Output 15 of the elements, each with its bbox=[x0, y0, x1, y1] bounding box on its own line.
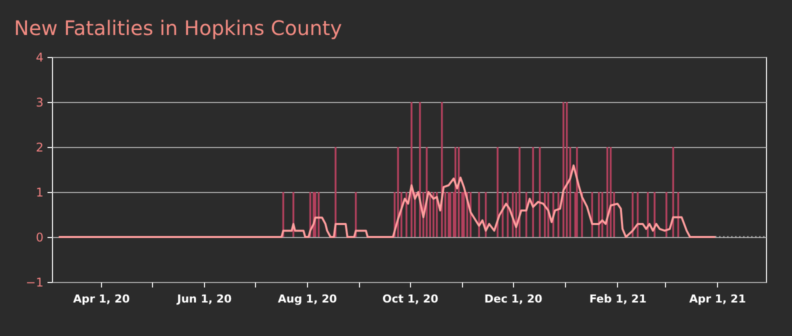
y-tick-label: 1 bbox=[36, 186, 44, 200]
chart-title: New Fatalities in Hopkins County bbox=[14, 16, 342, 40]
y-tick-label: 3 bbox=[36, 96, 44, 110]
x-tick-label: Aug 1, 20 bbox=[278, 292, 338, 306]
x-tick-label: Jun 1, 20 bbox=[176, 292, 232, 306]
x-tick-label: Oct 1, 20 bbox=[382, 292, 439, 306]
y-tick-label: 4 bbox=[36, 50, 44, 64]
y-tick-label: 0 bbox=[36, 230, 44, 244]
x-tick-label: Apr 1, 20 bbox=[73, 292, 130, 306]
y-tick-label: 2 bbox=[36, 140, 44, 154]
x-tick-label: Apr 1, 21 bbox=[689, 292, 746, 306]
x-tick-label: Dec 1, 20 bbox=[484, 292, 543, 306]
y-tick-label: −1 bbox=[26, 276, 44, 290]
line-series bbox=[58, 164, 716, 238]
x-tick-label: Feb 1, 21 bbox=[589, 292, 647, 306]
